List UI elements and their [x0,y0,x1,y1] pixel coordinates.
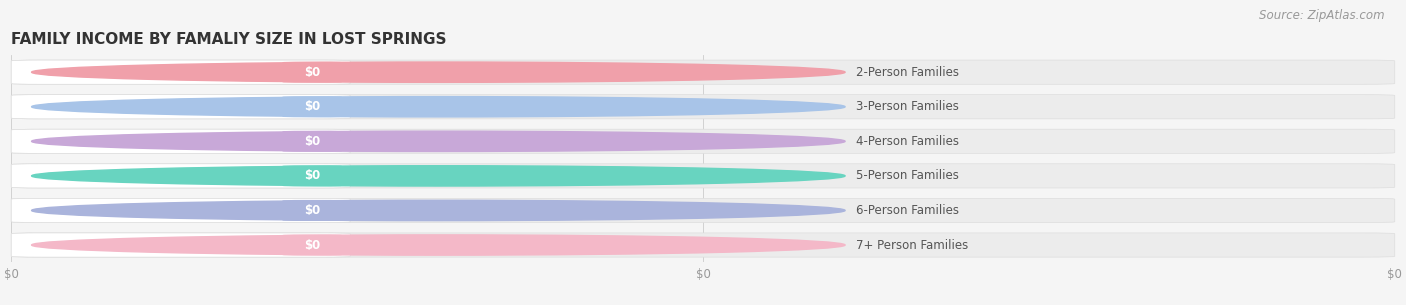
FancyBboxPatch shape [11,198,1395,223]
Text: FAMILY INCOME BY FAMALIY SIZE IN LOST SPRINGS: FAMILY INCOME BY FAMALIY SIZE IN LOST SP… [11,32,447,47]
FancyBboxPatch shape [11,95,1395,119]
Text: Source: ZipAtlas.com: Source: ZipAtlas.com [1260,9,1385,22]
FancyBboxPatch shape [283,165,342,186]
FancyBboxPatch shape [11,164,350,188]
FancyBboxPatch shape [11,129,350,153]
Text: 3-Person Families: 3-Person Families [856,100,959,113]
Text: $0: $0 [304,66,321,79]
FancyBboxPatch shape [283,200,342,221]
Text: $0: $0 [304,204,321,217]
Text: $0: $0 [304,169,321,182]
FancyBboxPatch shape [11,164,1395,188]
Text: 5-Person Families: 5-Person Families [856,169,959,182]
FancyBboxPatch shape [11,60,350,84]
Text: $0: $0 [304,135,321,148]
FancyBboxPatch shape [11,233,1395,257]
Text: $0: $0 [304,100,321,113]
Circle shape [31,200,845,221]
FancyBboxPatch shape [11,198,350,223]
FancyBboxPatch shape [11,233,350,257]
Text: 6-Person Families: 6-Person Families [856,204,959,217]
Text: 2-Person Families: 2-Person Families [856,66,959,79]
FancyBboxPatch shape [11,95,350,119]
FancyBboxPatch shape [283,235,342,256]
Circle shape [31,131,845,152]
FancyBboxPatch shape [11,60,1395,84]
Text: 4-Person Families: 4-Person Families [856,135,959,148]
Text: $0: $0 [304,239,321,252]
FancyBboxPatch shape [11,129,1395,153]
Circle shape [31,97,845,117]
Circle shape [31,166,845,186]
FancyBboxPatch shape [283,131,342,152]
FancyBboxPatch shape [283,62,342,83]
Circle shape [31,235,845,255]
FancyBboxPatch shape [283,96,342,117]
Text: 7+ Person Families: 7+ Person Families [856,239,969,252]
Circle shape [31,62,845,82]
